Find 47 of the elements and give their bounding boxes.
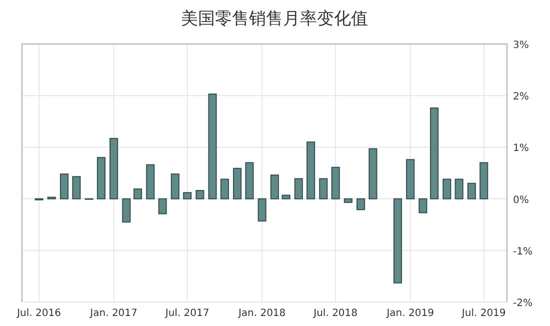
bar [96, 157, 106, 200]
bar [158, 198, 167, 214]
bar [72, 176, 81, 200]
bar [294, 178, 303, 200]
x-tick-label: Jul. 2017 [164, 308, 210, 319]
bar [122, 198, 131, 223]
x-tick-label: Jul. 2016 [16, 308, 61, 319]
bar [170, 174, 180, 200]
bar [233, 168, 242, 200]
bar [442, 178, 452, 200]
bar [110, 138, 118, 200]
y-tick-label: -1% [513, 246, 532, 258]
x-tick-label: Jul. 2018 [312, 308, 358, 319]
bar [208, 94, 217, 200]
bar [258, 198, 266, 222]
bar [406, 159, 415, 200]
bar [480, 162, 488, 200]
chart-title: 美国零售销售月率变化值 [181, 9, 368, 29]
bar [454, 178, 464, 200]
bar [245, 162, 254, 200]
bar [430, 107, 439, 200]
y-tick-label: 3% [513, 40, 529, 51]
bar [196, 190, 204, 200]
x-tick-label: Jan. 2019 [386, 308, 434, 319]
bar [270, 174, 279, 200]
bar [133, 188, 142, 200]
bar [331, 166, 340, 200]
y-tick-label: -2% [513, 298, 532, 309]
bar [467, 182, 476, 200]
bar [368, 148, 378, 200]
bar [319, 178, 328, 200]
bar [356, 198, 366, 210]
x-tick-label: Jul. 2019 [460, 308, 506, 319]
x-tick-label: Jan. 2017 [89, 308, 138, 319]
y-tick-label: 1% [513, 143, 529, 154]
bar [220, 178, 229, 200]
bar [282, 194, 290, 200]
y-tick-label: 2% [513, 92, 529, 103]
bar [146, 164, 155, 200]
bar [344, 198, 352, 203]
x-tick-label: Jan. 2018 [237, 308, 286, 319]
bar [183, 192, 192, 200]
bar [306, 142, 316, 200]
bar [60, 174, 69, 200]
y-tick-label: 0% [513, 194, 529, 206]
bar [393, 198, 402, 284]
bar [418, 198, 428, 214]
